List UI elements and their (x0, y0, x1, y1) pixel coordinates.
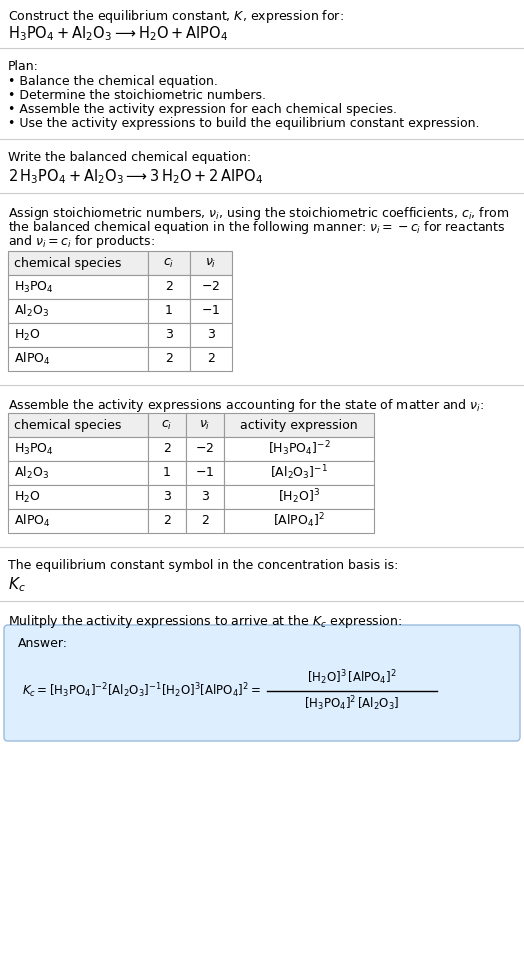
Bar (8, 347, 148, 371)
Text: $[\mathrm{H_2O}]^3$: $[\mathrm{H_2O}]^3$ (278, 487, 320, 507)
Text: 3: 3 (201, 490, 209, 504)
Bar (148, 299, 190, 323)
Bar (186, 437, 224, 461)
Text: $[\mathrm{AlPO_4}]^2$: $[\mathrm{AlPO_4}]^2$ (273, 511, 325, 531)
Text: Write the balanced chemical equation:: Write the balanced chemical equation: (8, 151, 251, 164)
Bar (186, 413, 224, 437)
Text: $\mathrm{H_2O}$: $\mathrm{H_2O}$ (14, 489, 40, 505)
Bar (8, 299, 148, 323)
Text: $c_i$: $c_i$ (161, 419, 172, 431)
Bar (224, 461, 374, 485)
Text: $\mathrm{2\, H_3PO_4 + Al_2O_3 \longrightarrow 3\, H_2O + 2\, AlPO_4}$: $\mathrm{2\, H_3PO_4 + Al_2O_3 \longrigh… (8, 167, 263, 185)
Text: 1: 1 (165, 305, 173, 317)
Text: 2: 2 (165, 352, 173, 366)
Text: • Determine the stoichiometric numbers.: • Determine the stoichiometric numbers. (8, 89, 266, 102)
Text: 2: 2 (163, 443, 171, 455)
Text: $-2$: $-2$ (195, 443, 214, 455)
Text: chemical species: chemical species (14, 257, 122, 269)
Bar (148, 485, 186, 509)
Bar (8, 251, 148, 275)
Text: $-1$: $-1$ (201, 305, 221, 317)
Text: 3: 3 (207, 328, 215, 342)
Text: $\mathrm{H_3PO_4}$: $\mathrm{H_3PO_4}$ (14, 280, 54, 294)
Bar (148, 437, 186, 461)
Text: $-2$: $-2$ (201, 281, 221, 293)
Text: $K_c = [\mathrm{H_3PO_4}]^{-2}[\mathrm{Al_2O_3}]^{-1}[\mathrm{H_2O}]^{3}[\mathrm: $K_c = [\mathrm{H_3PO_4}]^{-2}[\mathrm{A… (22, 681, 261, 701)
Text: $c_i$: $c_i$ (163, 257, 174, 269)
Text: $-1$: $-1$ (195, 466, 215, 480)
Text: 2: 2 (163, 514, 171, 528)
Bar (190, 347, 232, 371)
Text: chemical species: chemical species (14, 419, 122, 431)
Text: Assign stoichiometric numbers, $\nu_i$, using the stoichiometric coefficients, $: Assign stoichiometric numbers, $\nu_i$, … (8, 205, 509, 222)
Text: Answer:: Answer: (18, 637, 68, 650)
Text: 3: 3 (163, 490, 171, 504)
Text: 2: 2 (207, 352, 215, 366)
Bar (224, 437, 374, 461)
Text: $\mathrm{Al_2O_3}$: $\mathrm{Al_2O_3}$ (14, 303, 49, 319)
Bar (8, 275, 148, 299)
Text: $\nu_i$: $\nu_i$ (205, 257, 217, 269)
Text: $[\mathrm{Al_2O_3}]^{-1}$: $[\mathrm{Al_2O_3}]^{-1}$ (270, 463, 328, 482)
Bar (8, 509, 148, 533)
Text: 1: 1 (163, 466, 171, 480)
Text: $K_c$: $K_c$ (8, 575, 26, 593)
Text: Construct the equilibrium constant, $K$, expression for:: Construct the equilibrium constant, $K$,… (8, 8, 344, 25)
Text: the balanced chemical equation in the following manner: $\nu_i = -c_i$ for react: the balanced chemical equation in the fo… (8, 219, 506, 236)
Text: The equilibrium constant symbol in the concentration basis is:: The equilibrium constant symbol in the c… (8, 559, 398, 572)
Bar (148, 251, 190, 275)
Text: $[\mathrm{H_3PO_4}]^{-2}$: $[\mathrm{H_3PO_4}]^{-2}$ (268, 440, 330, 458)
Bar (8, 413, 148, 437)
Text: Mulitply the activity expressions to arrive at the $K_c$ expression:: Mulitply the activity expressions to arr… (8, 613, 402, 630)
Bar (190, 299, 232, 323)
Text: 2: 2 (165, 281, 173, 293)
Text: Plan:: Plan: (8, 60, 39, 73)
Bar (148, 509, 186, 533)
Bar (8, 485, 148, 509)
Bar (186, 461, 224, 485)
Bar (190, 323, 232, 347)
Bar (224, 509, 374, 533)
Text: $[\mathrm{H_2O}]^{3}\,[\mathrm{AlPO_4}]^{2}$: $[\mathrm{H_2O}]^{3}\,[\mathrm{AlPO_4}]^… (307, 669, 397, 687)
Text: $\mathrm{H_2O}$: $\mathrm{H_2O}$ (14, 327, 40, 343)
Bar (8, 437, 148, 461)
Bar (148, 347, 190, 371)
Text: 2: 2 (201, 514, 209, 528)
Bar (8, 461, 148, 485)
Text: and $\nu_i = c_i$ for products:: and $\nu_i = c_i$ for products: (8, 233, 155, 250)
Bar (186, 509, 224, 533)
Text: 3: 3 (165, 328, 173, 342)
Bar (190, 251, 232, 275)
Text: $[\mathrm{H_3PO_4}]^{2}\,[\mathrm{Al_2O_3}]$: $[\mathrm{H_3PO_4}]^{2}\,[\mathrm{Al_2O_… (304, 695, 400, 713)
Bar (224, 485, 374, 509)
Text: Assemble the activity expressions accounting for the state of matter and $\nu_i$: Assemble the activity expressions accoun… (8, 397, 484, 414)
Text: $\nu_i$: $\nu_i$ (199, 419, 211, 431)
Bar (190, 275, 232, 299)
Bar (148, 461, 186, 485)
Text: • Assemble the activity expression for each chemical species.: • Assemble the activity expression for e… (8, 103, 397, 116)
Text: $\mathrm{Al_2O_3}$: $\mathrm{Al_2O_3}$ (14, 465, 49, 481)
Bar (148, 413, 186, 437)
Bar (148, 323, 190, 347)
Text: $\mathrm{AlPO_4}$: $\mathrm{AlPO_4}$ (14, 513, 50, 529)
FancyBboxPatch shape (4, 625, 520, 741)
Text: • Use the activity expressions to build the equilibrium constant expression.: • Use the activity expressions to build … (8, 117, 479, 130)
Text: activity expression: activity expression (240, 419, 358, 431)
Text: $\mathrm{H_3PO_4 + Al_2O_3 \longrightarrow H_2O + AlPO_4}$: $\mathrm{H_3PO_4 + Al_2O_3 \longrightarr… (8, 24, 228, 42)
Text: • Balance the chemical equation.: • Balance the chemical equation. (8, 75, 218, 88)
Bar (186, 485, 224, 509)
Bar (224, 413, 374, 437)
Text: $\mathrm{AlPO_4}$: $\mathrm{AlPO_4}$ (14, 351, 50, 367)
Bar (148, 275, 190, 299)
Bar (8, 323, 148, 347)
Text: $\mathrm{H_3PO_4}$: $\mathrm{H_3PO_4}$ (14, 441, 54, 456)
